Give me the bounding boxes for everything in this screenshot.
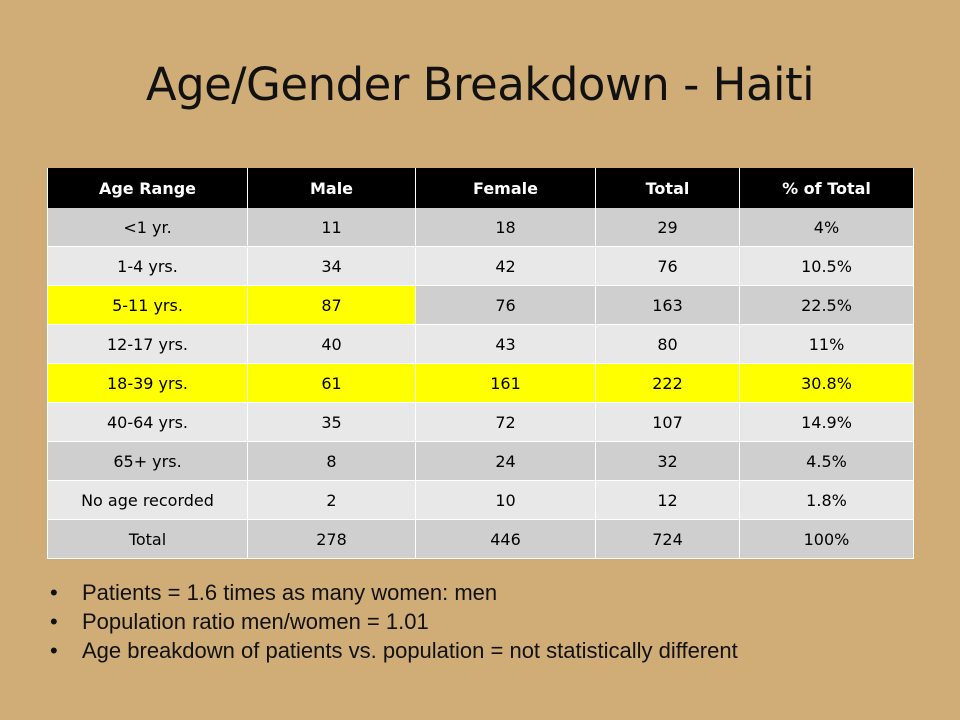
table-cell: 43 bbox=[415, 324, 596, 364]
table-cell-highlighted: 61 bbox=[247, 363, 416, 403]
table-cell: 40 bbox=[247, 324, 416, 364]
table-row: 12-17 yrs. 40 43 80 11% bbox=[47, 324, 914, 364]
table-cell: 11% bbox=[739, 324, 914, 364]
table-cell: 100% bbox=[739, 519, 914, 559]
table-row: 18-39 yrs. 61 161 222 30.8% bbox=[47, 363, 914, 403]
table-cell-highlighted: 222 bbox=[595, 363, 740, 403]
header-total: Total bbox=[595, 168, 740, 208]
table-cell: 80 bbox=[595, 324, 740, 364]
table-cell: 8 bbox=[247, 441, 416, 481]
table-row: No age recorded 2 10 12 1.8% bbox=[47, 480, 914, 520]
table-cell: 107 bbox=[595, 402, 740, 442]
table-cell: 35 bbox=[247, 402, 416, 442]
table-cell: 22.5% bbox=[739, 285, 914, 325]
table-cell: 1.8% bbox=[739, 480, 914, 520]
table-cell: 65+ yrs. bbox=[47, 441, 248, 481]
table-cell: 1-4 yrs. bbox=[47, 246, 248, 286]
table-row: 5-11 yrs. 87 76 163 22.5% bbox=[47, 285, 914, 325]
bullet-item: • Population ratio men/women = 1.01 bbox=[50, 607, 738, 636]
table-cell: 76 bbox=[595, 246, 740, 286]
table-row: 1-4 yrs. 34 42 76 10.5% bbox=[47, 246, 914, 286]
table-cell: 12 bbox=[595, 480, 740, 520]
bullet-text: Patients = 1.6 times as many women: men bbox=[82, 580, 498, 605]
table-cell: 24 bbox=[415, 441, 596, 481]
table-row: <1 yr. 11 18 29 4% bbox=[47, 208, 914, 247]
table-cell-highlighted: 18-39 yrs. bbox=[47, 363, 248, 403]
table-cell: 4% bbox=[739, 208, 914, 247]
table-cell-highlighted: 161 bbox=[415, 363, 596, 403]
table-cell: 40-64 yrs. bbox=[47, 402, 248, 442]
bullet-text: Age breakdown of patients vs. population… bbox=[82, 638, 738, 663]
bullet-list: • Patients = 1.6 times as many women: men… bbox=[50, 578, 738, 665]
table-cell: Total bbox=[47, 519, 248, 559]
table-cell: 42 bbox=[415, 246, 596, 286]
table-cell: 10 bbox=[415, 480, 596, 520]
header-female: Female bbox=[415, 168, 596, 208]
table-cell: 10.5% bbox=[739, 246, 914, 286]
table-cell: 34 bbox=[247, 246, 416, 286]
header-percent-total: % of Total bbox=[739, 168, 914, 208]
table-cell: 12-17 yrs. bbox=[47, 324, 248, 364]
slide-title: Age/Gender Breakdown - Haiti bbox=[145, 58, 815, 111]
table-cell: 724 bbox=[595, 519, 740, 559]
age-gender-table: Age Range Male Female Total % of Total <… bbox=[47, 168, 914, 559]
header-age-range: Age Range bbox=[47, 168, 248, 208]
table-cell: 29 bbox=[595, 208, 740, 247]
table-cell-highlighted: 30.8% bbox=[739, 363, 914, 403]
table-cell: 76 bbox=[415, 285, 596, 325]
table-row: 65+ yrs. 8 24 32 4.5% bbox=[47, 441, 914, 481]
table-cell: No age recorded bbox=[47, 480, 248, 520]
table-cell: 446 bbox=[415, 519, 596, 559]
table-cell: 2 bbox=[247, 480, 416, 520]
header-male: Male bbox=[247, 168, 416, 208]
bullet-text: Population ratio men/women = 1.01 bbox=[82, 609, 429, 634]
table-cell-highlighted: 5-11 yrs. bbox=[47, 285, 248, 325]
bullet-dot-icon: • bbox=[50, 609, 58, 634]
table-row: 40-64 yrs. 35 72 107 14.9% bbox=[47, 402, 914, 442]
table-cell: <1 yr. bbox=[47, 208, 248, 247]
table-cell: 278 bbox=[247, 519, 416, 559]
table-cell: 72 bbox=[415, 402, 596, 442]
table-cell: 18 bbox=[415, 208, 596, 247]
table-cell: 32 bbox=[595, 441, 740, 481]
table-header-row: Age Range Male Female Total % of Total bbox=[47, 168, 914, 208]
table-cell: 11 bbox=[247, 208, 416, 247]
bullet-item: • Age breakdown of patients vs. populatio… bbox=[50, 636, 738, 665]
table-cell: 163 bbox=[595, 285, 740, 325]
bullet-item: • Patients = 1.6 times as many women: men bbox=[50, 578, 738, 607]
bullet-dot-icon: • bbox=[50, 580, 58, 605]
bullet-dot-icon: • bbox=[50, 638, 58, 663]
table-cell: 14.9% bbox=[739, 402, 914, 442]
table-total-row: Total 278 446 724 100% bbox=[47, 519, 914, 559]
table-cell: 4.5% bbox=[739, 441, 914, 481]
table-cell-highlighted: 87 bbox=[247, 285, 416, 325]
